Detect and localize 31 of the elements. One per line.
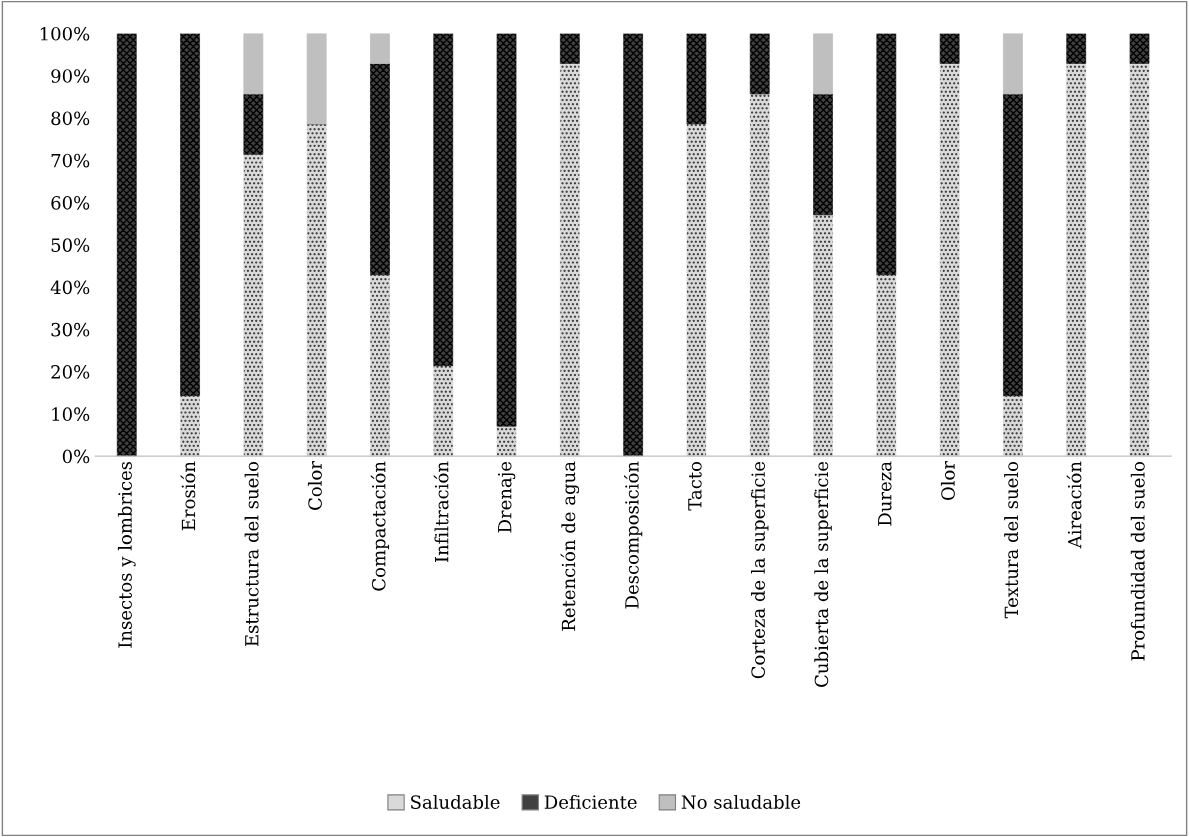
x-tick-label: Profundidad del suelo [1130, 461, 1145, 661]
x-tick-label: Retención de agua [560, 461, 580, 631]
x-tick-label: Aireación [1066, 461, 1082, 549]
y-tick-label: 50% [51, 238, 90, 252]
x-tick-label: Insectos y lombrices [117, 461, 136, 648]
legend-label: Saludable [411, 794, 500, 809]
x-tick-label: Cubierta de la superficie [814, 461, 832, 687]
x-tick-label: Olor [940, 461, 955, 501]
y-tick-label: 40% [50, 280, 90, 295]
x-tick-label: Textura del suelo [1004, 461, 1019, 619]
y-tick-label: 100% [40, 26, 90, 41]
y-tick-label: 90% [51, 69, 90, 83]
y-tick-label: 20% [51, 365, 90, 379]
y-tick-label: 10% [52, 407, 90, 422]
x-tick-label: Drenaje [497, 461, 516, 533]
x-tick-label: Estructura del suelo [244, 461, 259, 647]
y-tick-label: 80% [51, 111, 90, 126]
x-tick-label: Color [307, 461, 322, 510]
x-tick-label: Compactación [370, 461, 390, 591]
x-tick-label: Infiltración [433, 461, 449, 563]
legend-label: Deficiente [544, 794, 637, 809]
y-tick-label: 70% [51, 153, 90, 168]
legend-label: No saludable [681, 794, 801, 809]
y-tick-label: 0% [62, 449, 90, 464]
x-tick-label: Corteza de la superficie [751, 461, 769, 679]
y-tick-label: 30% [51, 322, 90, 337]
x-tick-label: Tacto [688, 461, 702, 511]
y-tick-label: 60% [51, 196, 90, 210]
x-tick-label: Descomposición [624, 461, 643, 609]
x-tick-label: Erosión [180, 461, 196, 531]
x-tick-label: Dureza [878, 461, 892, 526]
